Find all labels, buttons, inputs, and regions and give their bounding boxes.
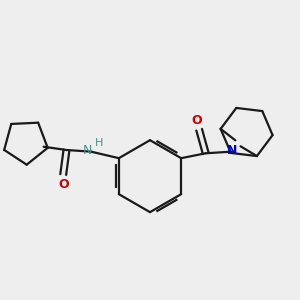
Text: H: H [95,138,103,148]
Text: N: N [83,145,92,158]
Text: O: O [58,178,68,191]
Text: N: N [227,145,238,158]
Text: O: O [191,114,202,127]
